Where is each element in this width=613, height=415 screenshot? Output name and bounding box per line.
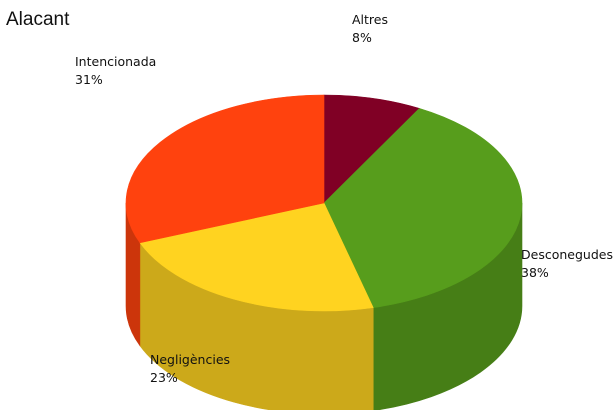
data-label-value-intencionada: 31% <box>75 72 103 87</box>
data-label-value-desconegudes: 38% <box>521 265 549 280</box>
data-label-name-altres: Altres <box>352 12 388 27</box>
pie-tops <box>125 94 523 312</box>
chart-title: Alacant <box>6 9 70 30</box>
data-label-name-negligències: Negligències <box>150 352 230 367</box>
data-label-name-intencionada: Intencionada <box>75 54 156 69</box>
pie-sides <box>125 202 523 415</box>
data-label-value-altres: 8% <box>352 30 372 45</box>
pie-slice-negligències <box>139 202 374 312</box>
pie-slice-intencionada <box>125 94 325 244</box>
pie-slice-altres <box>323 94 420 204</box>
data-label-value-negligències: 23% <box>150 370 178 385</box>
pie-labels: Altres 8% Desconegudes 38% Negligències 23% In… <box>75 12 613 385</box>
data-label-name-desconegudes: Desconegudes <box>521 247 613 262</box>
pie-slice-desconegudes <box>323 108 523 308</box>
